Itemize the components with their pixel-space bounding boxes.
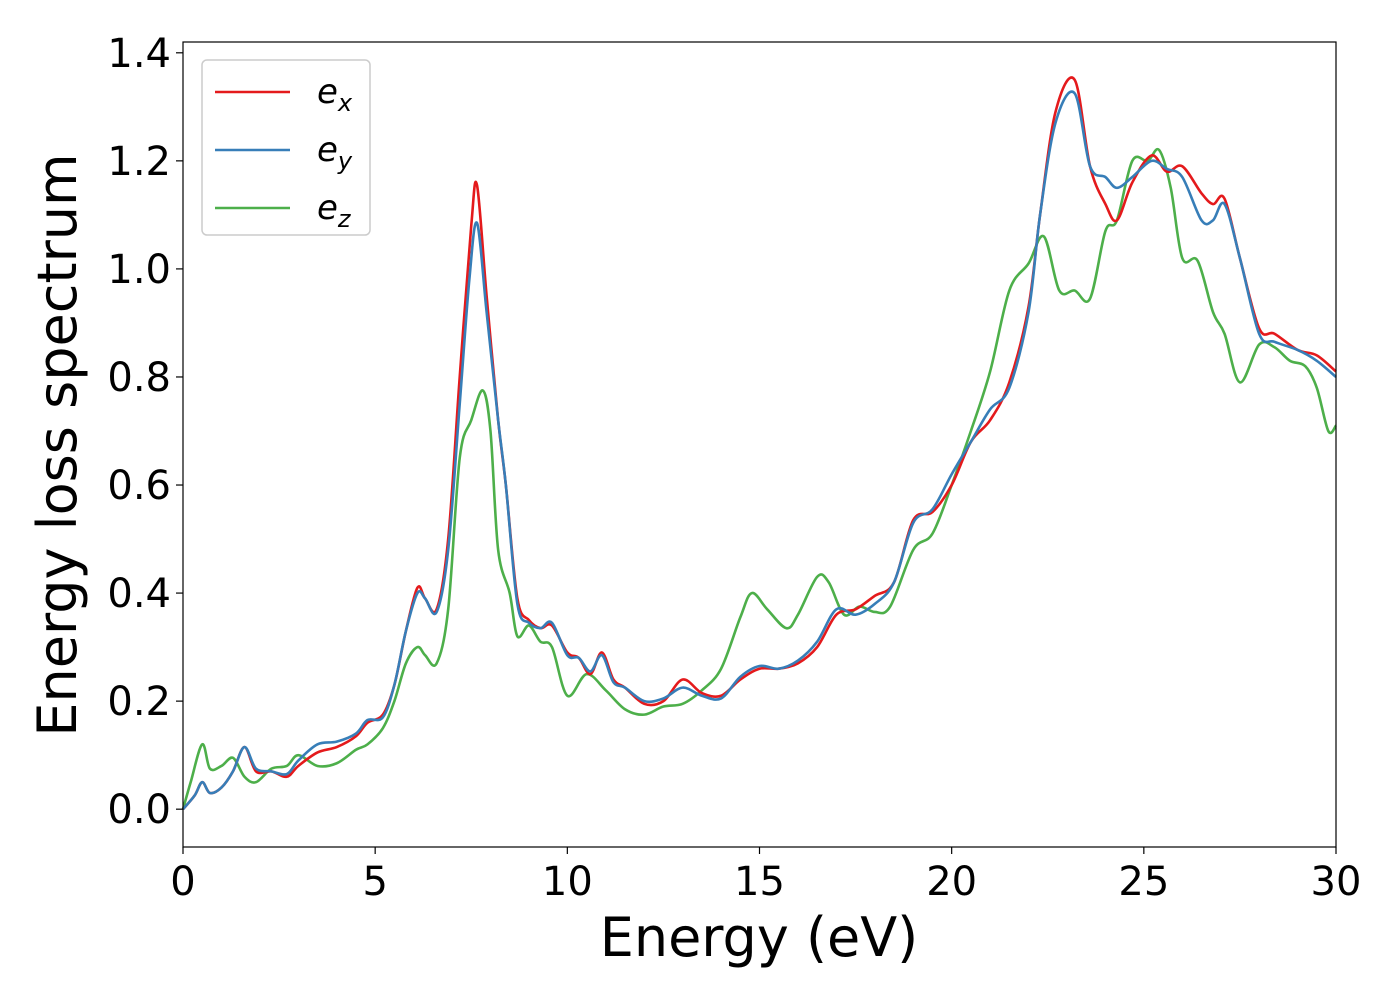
y-tick-label: 1.4	[107, 31, 171, 77]
x-tick-label: 15	[734, 859, 785, 905]
series-line-ez	[181, 147, 1338, 810]
x-tick-label: 0	[170, 859, 195, 905]
legend-label: ex	[317, 72, 353, 117]
y-tick-label: 0.6	[107, 463, 171, 509]
y-axis-label: Energy loss spectrum	[26, 153, 89, 736]
x-tick-label: 25	[1118, 859, 1169, 905]
x-tick-label: 20	[926, 859, 977, 905]
x-tick-label: 5	[362, 859, 387, 905]
legend-box	[201, 59, 371, 236]
y-tick-label: 0.2	[107, 679, 171, 725]
y-tick-label: 1.0	[107, 247, 171, 293]
legend-label-name: e	[317, 188, 338, 228]
x-tick-label: 10	[542, 859, 593, 905]
y-tick-label: 0.8	[107, 355, 171, 401]
series-line-ex	[182, 76, 1337, 811]
legend-label-subscript: z	[337, 205, 352, 233]
x-axis-label: Energy (eV)	[600, 906, 919, 969]
x-tick-label: 30	[1311, 859, 1362, 905]
plot-lines	[181, 76, 1338, 811]
y-tick-label: 1.2	[107, 139, 171, 185]
legend-label-name: e	[317, 130, 338, 170]
series-line-ey	[182, 90, 1337, 811]
legend-label: ey	[317, 130, 353, 175]
y-tick-label: 0.0	[107, 787, 171, 833]
y-axis-ticks: 0.0 0.2 0.4 0.6 0.8 1.0 1.2 1.4	[107, 31, 183, 833]
legend-label-name: e	[317, 72, 338, 112]
legend-label-subscript: x	[337, 89, 353, 117]
legend-label: ez	[317, 188, 352, 233]
legend-label-subscript: y	[337, 147, 353, 175]
y-tick-label: 0.4	[107, 571, 171, 617]
x-axis-ticks: 0 5 10 15 20 25 30	[170, 847, 1361, 905]
